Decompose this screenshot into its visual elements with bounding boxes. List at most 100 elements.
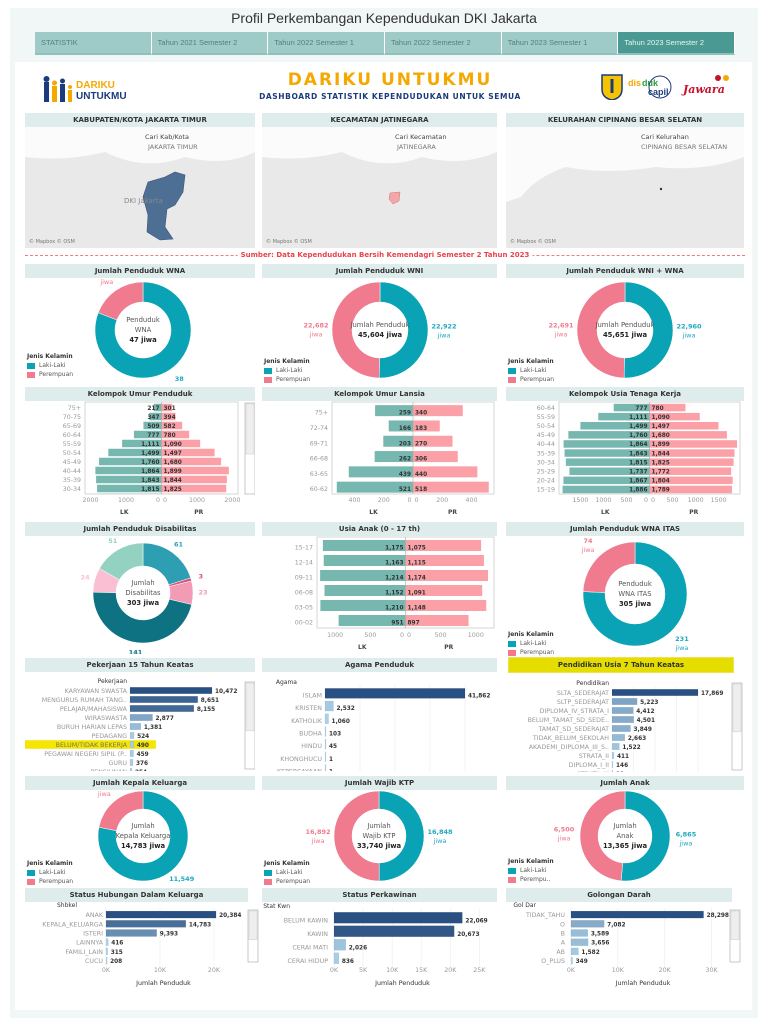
bar-perempuan[interactable]: [161, 457, 222, 466]
bar-laki-laki[interactable]: [324, 585, 406, 596]
bar-perempuan[interactable]: [161, 475, 227, 484]
legend-item-laki[interactable]: Laki-Laki: [508, 367, 554, 374]
bar-laki-laki[interactable]: [613, 403, 650, 412]
bar-cucu[interactable]: [105, 956, 108, 965]
bar-perempuan[interactable]: [405, 570, 489, 581]
scrollbar-thumb[interactable]: [248, 910, 258, 940]
legend-item-perempuan[interactable]: Perempu..: [508, 876, 554, 883]
bar-perempuan[interactable]: [649, 422, 719, 430]
bar-laki-laki[interactable]: [143, 421, 162, 430]
donut-slice-laki-laki[interactable]: [378, 790, 425, 882]
donut-slice-laki-laki[interactable]: [94, 281, 192, 379]
tab-2023-semester-2[interactable]: Tahun 2023 Semester 2: [618, 32, 736, 55]
bar-perempuan[interactable]: [405, 555, 484, 566]
bar-perempuan[interactable]: [161, 493, 225, 502]
bar-perempuan[interactable]: [649, 440, 738, 448]
donut-slice-segment-5[interactable]: [99, 542, 144, 581]
bar-perempuan[interactable]: [649, 412, 700, 421]
legend-item-perempuan[interactable]: Perempuan: [27, 371, 73, 378]
bar-perempuan[interactable]: [413, 405, 463, 417]
bar-katholik[interactable]: [324, 713, 329, 724]
legend-item-laki[interactable]: Laki-Laki: [508, 640, 554, 647]
legend-item-laki[interactable]: Laki-Laki: [27, 869, 73, 876]
bar-sltp-sederajat[interactable]: [611, 698, 638, 705]
bar-famili-lain[interactable]: [105, 947, 108, 956]
donut-slice-laki-laki[interactable]: [97, 790, 189, 882]
bar-perempuan[interactable]: [413, 451, 458, 463]
bar-perempuan[interactable]: [161, 430, 190, 439]
bar-laki-laki[interactable]: [598, 412, 650, 421]
bar-hindu[interactable]: [324, 738, 327, 750]
bar-budha[interactable]: [324, 726, 327, 737]
bar-laki-laki[interactable]: [564, 449, 650, 457]
search-value[interactable]: JATINEGARA: [397, 143, 436, 151]
donut-slice-perempuan[interactable]: [98, 790, 144, 832]
bar-islam[interactable]: [324, 688, 466, 699]
bar-perempuan[interactable]: [405, 585, 483, 596]
legend-item-perempuan[interactable]: Perempuan: [508, 376, 554, 383]
donut-slice-perempuan[interactable]: [333, 790, 380, 882]
donut-slice-laki-laki[interactable]: [623, 281, 674, 379]
bar-laki-laki[interactable]: [133, 430, 162, 439]
bar-laki-laki[interactable]: [568, 431, 650, 439]
bar-perempuan[interactable]: [649, 467, 732, 476]
bar-cerai-mati[interactable]: [333, 939, 346, 951]
map-attribution[interactable]: © Mapbox © OSM: [266, 239, 312, 245]
bar-laki-laki[interactable]: [122, 439, 162, 448]
donut-slice-laki-laki[interactable]: [582, 541, 688, 647]
map-attribution[interactable]: © Mapbox © OSM: [510, 239, 556, 245]
bar-laki-laki[interactable]: [149, 412, 162, 421]
bar-wiraswasta[interactable]: [129, 714, 153, 721]
bar-laki-laki[interactable]: [338, 615, 406, 626]
bar-slta-sederajat[interactable]: [611, 689, 699, 696]
search-value[interactable]: JAKARTA TIMUR: [148, 143, 198, 151]
bar-anak[interactable]: [105, 910, 217, 919]
bar-isteri[interactable]: [105, 929, 157, 937]
scrollbar-thumb[interactable]: [732, 683, 742, 733]
bar-perempuan[interactable]: [649, 476, 733, 485]
legend-item-perempuan[interactable]: Perempuan: [264, 376, 310, 383]
bar-a[interactable]: [570, 938, 589, 946]
bar-laki-laki[interactable]: [320, 570, 406, 581]
bar-karyawan-swasta[interactable]: [129, 687, 213, 694]
bar-diploma-iv-strata-i[interactable]: [611, 707, 634, 714]
bar-kawin[interactable]: [333, 925, 455, 937]
bar-perempuan[interactable]: [649, 458, 734, 466]
bar-perempuan[interactable]: [161, 421, 183, 430]
bar-pensiunan[interactable]: [129, 768, 133, 771]
donut-slice-perempuan[interactable]: [576, 281, 626, 379]
bar-perempuan[interactable]: [161, 403, 173, 412]
bar-laki-laki[interactable]: [388, 420, 413, 432]
jakarta-timur-region[interactable]: [142, 171, 186, 241]
map-kabupaten[interactable]: Cari Kab/Kota JAKARTA TIMUR DKI Jakarta …: [25, 127, 255, 248]
bar-perempuan[interactable]: [161, 412, 176, 421]
bar-perempuan[interactable]: [161, 466, 229, 475]
bar-kepercayaan[interactable]: [324, 764, 327, 771]
bar-pelajar-mahasiswa[interactable]: [129, 705, 195, 712]
legend-item-laki[interactable]: Laki-Laki: [264, 367, 310, 374]
donut-slice-perempuan[interactable]: [331, 281, 381, 379]
bar-belum-kawin[interactable]: [333, 912, 463, 924]
legend-item-laki[interactable]: Laki-Laki: [264, 869, 310, 876]
bar-laki-laki[interactable]: [336, 481, 413, 493]
bar-laki-laki[interactable]: [563, 440, 650, 448]
bar-cerai-hidup[interactable]: [333, 952, 340, 964]
tab-2021-semester-2[interactable]: Tahun 2021 Semester 2: [151, 32, 269, 55]
bar-kepala-keluarga[interactable]: [105, 920, 187, 928]
tab-2022-semester-2[interactable]: Tahun 2022 Semester 2: [385, 32, 502, 55]
scrollbar-thumb[interactable]: [245, 682, 255, 732]
bar-perempuan[interactable]: [413, 481, 489, 493]
bar-perempuan[interactable]: [413, 466, 478, 478]
bar-strata-iii[interactable]: [611, 770, 614, 772]
bar-laki-laki[interactable]: [562, 485, 650, 494]
scrollbar-thumb[interactable]: [245, 403, 255, 455]
bar-pegawai-negeri-sipil-p[interactable]: [129, 750, 134, 757]
tab-statistik[interactable]: STATISTIK: [35, 32, 152, 55]
bar-tamat-sd-sederajat[interactable]: [611, 725, 631, 732]
bar-perempuan[interactable]: [649, 449, 735, 457]
bar-perempuan[interactable]: [405, 540, 482, 551]
bar-laki-laki[interactable]: [322, 540, 406, 551]
bar-perempuan[interactable]: [649, 403, 686, 412]
bar-mengurus-rumah-tang[interactable]: [129, 696, 198, 703]
legend-item-perempuan[interactable]: Perempuan: [508, 649, 554, 656]
